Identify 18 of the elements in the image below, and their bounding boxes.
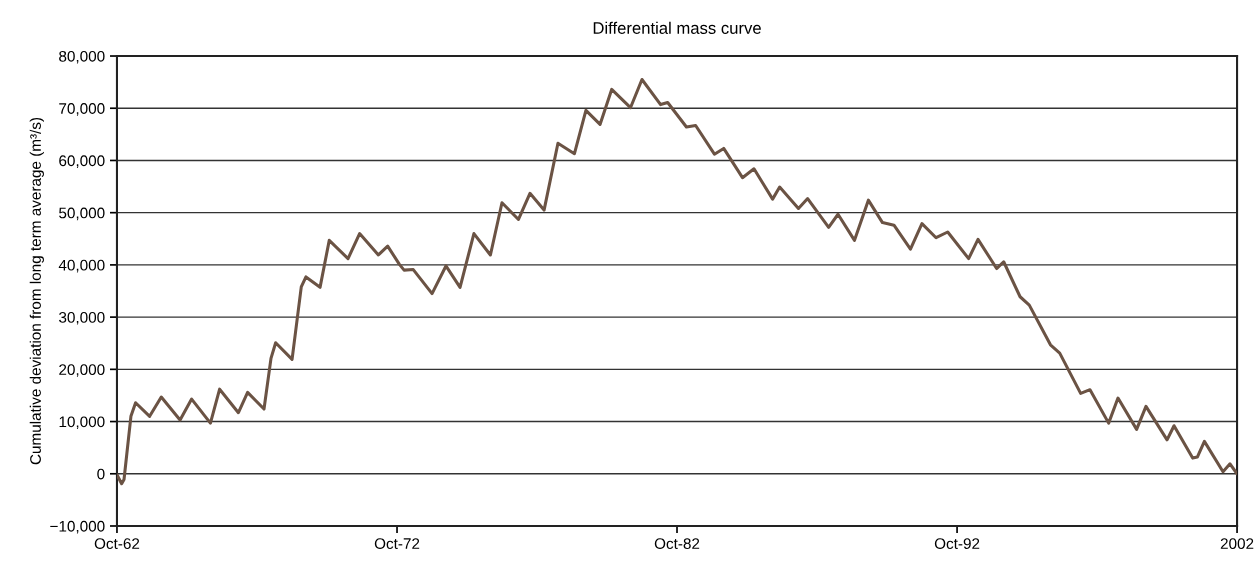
x-tick-label: 2002 [1220, 538, 1254, 550]
line-series [116, 77, 1238, 486]
y-tick-label: 70,000 [59, 103, 105, 116]
y-tick-label: 0 [97, 468, 105, 480]
x-tick-label: Oct-82 [654, 538, 700, 550]
y-tick-label: 30,000 [59, 311, 105, 325]
y-tick-label: −10,000 [50, 520, 105, 534]
y-tick-label: 40,000 [58, 259, 105, 273]
y-tick-label: 10,000 [59, 416, 105, 430]
y-tick-label: 20,000 [59, 364, 105, 377]
x-tick-label: Oct-92 [934, 538, 980, 550]
y-tick-label: 80,000 [59, 50, 105, 64]
x-tick-label: Oct-62 [94, 538, 140, 550]
x-tick-label: Oct-72 [374, 538, 420, 550]
y-tick-label: 50,000 [59, 207, 105, 221]
chart-title: Differential mass curve [593, 21, 761, 34]
y-tick-label: 60,000 [59, 155, 105, 168]
y-axis-title: Cumulative deviation from long term average (m³/s) [29, 117, 44, 465]
